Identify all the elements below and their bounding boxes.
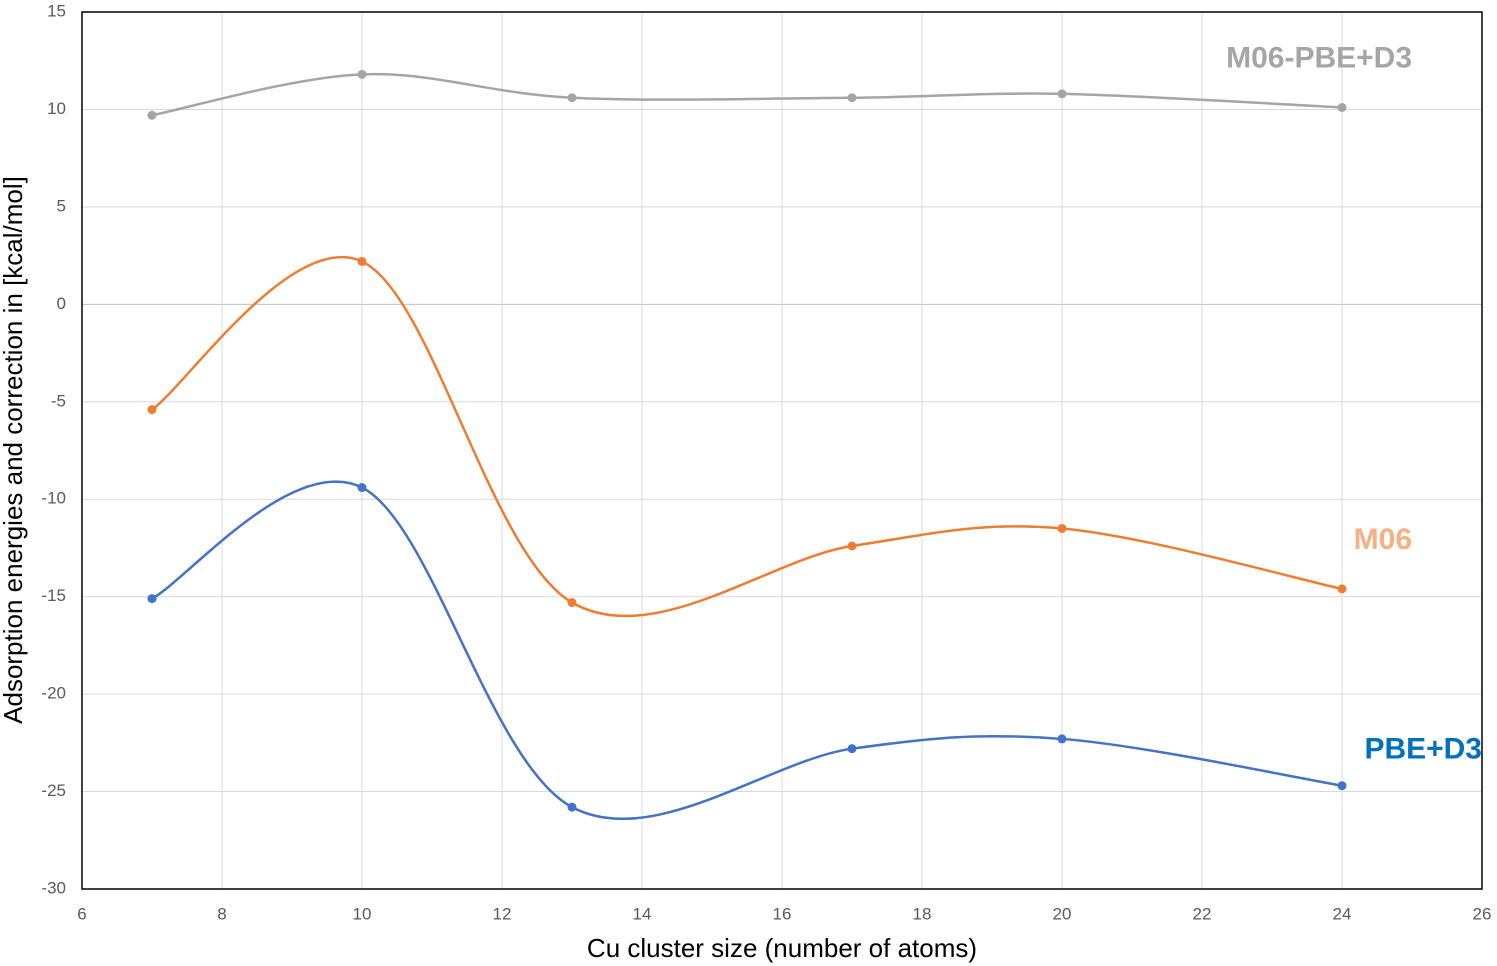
data-point — [357, 69, 367, 79]
data-point — [567, 802, 577, 812]
series-label: M06 — [1354, 523, 1412, 556]
y-tick-label: -10 — [41, 489, 66, 508]
data-point — [1057, 89, 1067, 99]
series-label: M06-PBE+D3 — [1226, 41, 1412, 74]
data-point — [357, 256, 367, 266]
y-tick-label: 15 — [47, 1, 66, 20]
data-point — [1057, 523, 1067, 533]
x-tick-label: 6 — [77, 904, 86, 923]
data-point — [147, 110, 157, 120]
x-tick-label: 12 — [493, 904, 512, 923]
y-tick-label: -15 — [41, 586, 66, 605]
y-tick-label: -30 — [41, 878, 66, 897]
plot-frame — [81, 11, 1483, 890]
y-tick-label: -20 — [41, 684, 66, 703]
data-point — [847, 541, 857, 551]
x-tick-label: 24 — [1333, 904, 1352, 923]
data-point — [357, 483, 367, 493]
data-point — [847, 93, 857, 103]
data-point — [847, 744, 857, 754]
x-tick-label: 20 — [1053, 904, 1072, 923]
series-label: PBE+D3 — [1364, 733, 1482, 766]
x-axis-title: Cu cluster size (number of atoms) — [587, 933, 977, 963]
data-point — [147, 405, 157, 415]
series-line — [151, 480, 1343, 820]
data-point — [147, 594, 157, 604]
y-tick-label: 10 — [47, 99, 66, 118]
x-tick-label: 16 — [773, 904, 792, 923]
data-point — [567, 93, 577, 103]
data-point — [1337, 102, 1347, 112]
x-tick-label: 8 — [217, 904, 226, 923]
x-tick-label: 26 — [1473, 904, 1492, 923]
x-tick-label: 18 — [913, 904, 932, 923]
x-tick-label: 10 — [353, 904, 372, 923]
x-tick-label: 14 — [633, 904, 652, 923]
data-point — [567, 598, 577, 608]
y-tick-label: 0 — [57, 294, 66, 313]
y-tick-label: -5 — [51, 391, 66, 410]
series-line — [151, 256, 1343, 618]
y-tick-label: -25 — [41, 781, 66, 800]
x-tick-label: 22 — [1193, 904, 1212, 923]
data-point — [1057, 734, 1067, 744]
data-point — [1337, 584, 1347, 594]
y-tick-label: 5 — [57, 196, 66, 215]
data-point — [1337, 781, 1347, 791]
series-line — [151, 72, 1343, 117]
y-axis-title: Adsorption energies and correction in [k… — [0, 176, 28, 724]
